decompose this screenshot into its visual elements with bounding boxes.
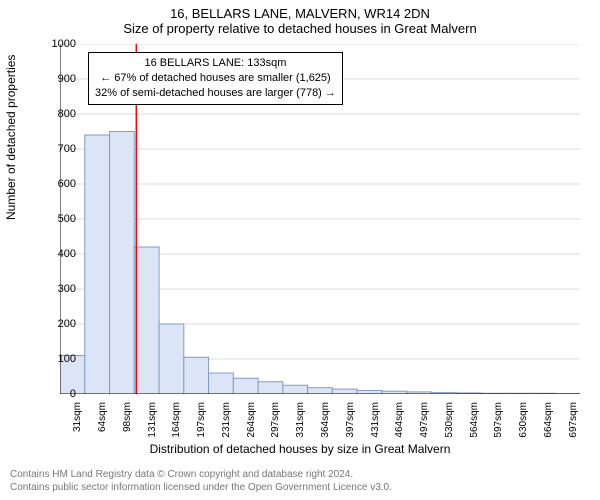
page-subtitle: Size of property relative to detached ho…: [0, 21, 600, 40]
xtick-label: 630sqm: [518, 402, 529, 442]
histogram-bar: [308, 388, 333, 394]
xtick-label: 264sqm: [246, 402, 257, 442]
info-line-2: ← 67% of detached houses are smaller (1,…: [95, 71, 336, 86]
info-box: 16 BELLARS LANE: 133sqm ← 67% of detache…: [88, 52, 343, 105]
chart-container: { "header": { "address": "16, BELLARS LA…: [0, 0, 600, 500]
xtick-label: 597sqm: [493, 402, 504, 442]
xtick-label: 131sqm: [147, 402, 158, 442]
xtick-label: 564sqm: [469, 402, 480, 442]
histogram-bar: [283, 385, 308, 394]
xtick-label: 231sqm: [221, 402, 232, 442]
histogram-bar: [357, 391, 382, 395]
copyright-footer: Contains HM Land Registry data © Crown c…: [10, 468, 590, 494]
xtick-label: 364sqm: [320, 402, 331, 442]
histogram-bar: [258, 382, 283, 394]
ytick-label: 500: [36, 213, 76, 225]
xtick-label: 297sqm: [270, 402, 281, 442]
histogram-bar: [209, 373, 234, 394]
xtick-label: 464sqm: [394, 402, 405, 442]
page-title-address: 16, BELLARS LANE, MALVERN, WR14 2DN: [0, 0, 600, 21]
ytick-label: 100: [36, 353, 76, 365]
copyright-line-2: Contains public sector information licen…: [10, 481, 590, 494]
xtick-label: 197sqm: [196, 402, 207, 442]
xtick-label: 98sqm: [122, 402, 133, 442]
xtick-label: 31sqm: [72, 402, 83, 442]
xtick-label: 64sqm: [97, 402, 108, 442]
xtick-label: 431sqm: [370, 402, 381, 442]
histogram-bar: [85, 135, 110, 394]
xtick-label: 331sqm: [295, 402, 306, 442]
ytick-label: 400: [36, 248, 76, 260]
xtick-label: 164sqm: [171, 402, 182, 442]
histogram-bar: [233, 378, 258, 394]
copyright-line-1: Contains HM Land Registry data © Crown c…: [10, 468, 590, 481]
xtick-label: 397sqm: [345, 402, 356, 442]
xtick-label: 664sqm: [543, 402, 554, 442]
ytick-label: 1000: [36, 38, 76, 50]
xtick-label: 497sqm: [419, 402, 430, 442]
histogram-bar: [184, 357, 209, 394]
info-line-1: 16 BELLARS LANE: 133sqm: [95, 56, 336, 71]
histogram-bar: [134, 247, 159, 394]
ytick-label: 0: [36, 388, 76, 400]
ytick-label: 700: [36, 143, 76, 155]
histogram-bar: [110, 132, 135, 395]
x-axis-label: Distribution of detached houses by size …: [0, 442, 600, 456]
xtick-label: 697sqm: [568, 402, 579, 442]
ytick-label: 600: [36, 178, 76, 190]
y-axis-label: Number of detached properties: [4, 55, 18, 220]
histogram-bar: [159, 324, 184, 394]
histogram-bar: [332, 389, 357, 394]
ytick-label: 200: [36, 318, 76, 330]
ytick-label: 900: [36, 73, 76, 85]
ytick-label: 800: [36, 108, 76, 120]
xtick-label: 530sqm: [444, 402, 455, 442]
info-line-3: 32% of semi-detached houses are larger (…: [95, 86, 336, 101]
ytick-label: 300: [36, 283, 76, 295]
